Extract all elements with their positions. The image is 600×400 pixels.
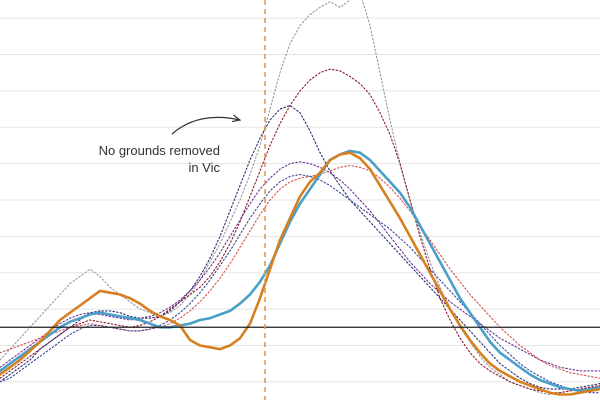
annotation-line-2: in Vic [188, 160, 220, 175]
series-line-highlight-0 [0, 149, 600, 393]
series-line-7 [0, 173, 600, 394]
series-line-3 [0, 68, 600, 394]
series-line-highlight-1 [0, 151, 600, 396]
series-line-4 [0, 104, 600, 390]
series-line-5 [0, 161, 600, 372]
annotation-line-1: No grounds removed [98, 143, 220, 158]
annotation-arrow [171, 117, 240, 135]
annotation-text: No grounds removed in Vic [60, 142, 220, 176]
highlight-series-group [0, 149, 600, 396]
